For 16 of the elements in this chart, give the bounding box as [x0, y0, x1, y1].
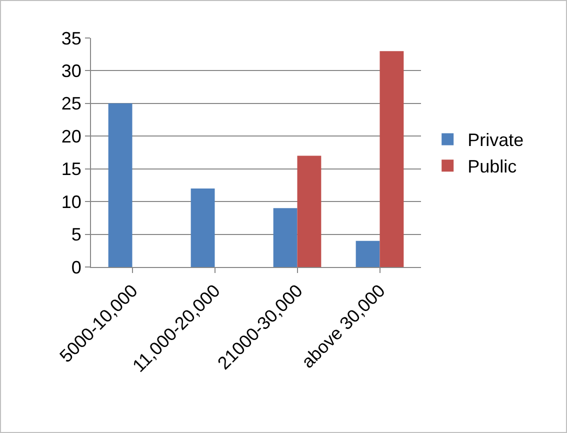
bar: [108, 103, 132, 267]
y-tick-label: 20: [61, 126, 82, 146]
y-tick-label: 0: [71, 257, 82, 278]
y-tick-label: 10: [61, 192, 82, 212]
y-tick-label: 30: [61, 61, 82, 82]
y-tick-label: 25: [61, 94, 82, 114]
bar: [273, 208, 298, 267]
bar: [380, 51, 404, 267]
legend-label: Private: [468, 130, 524, 150]
bar: [190, 188, 215, 267]
bar: [356, 240, 380, 267]
y-tick-label: 35: [61, 28, 82, 48]
bar: [297, 156, 322, 267]
y-tick-label: 15: [61, 159, 82, 180]
legend-label: Public: [468, 156, 517, 177]
y-tick-label: 5: [71, 224, 82, 245]
